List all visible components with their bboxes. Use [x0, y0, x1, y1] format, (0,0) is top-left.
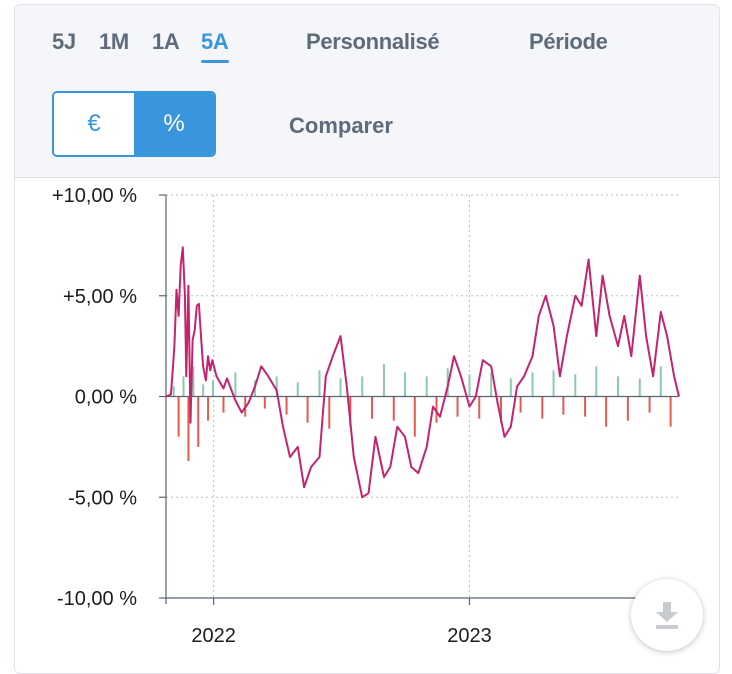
variation-bar [595, 366, 598, 397]
variation-bar [468, 374, 471, 397]
variation-bar [371, 396, 374, 419]
y-tick-label: +10,00 % [52, 185, 137, 207]
variation-bar [349, 396, 352, 427]
variation-bar [339, 378, 342, 397]
variation-bar [392, 396, 395, 421]
variation-bar [172, 386, 175, 397]
variation-bar [519, 396, 522, 413]
variation-bar [318, 370, 321, 397]
variation-bar [638, 378, 641, 397]
variation-bar [222, 396, 225, 413]
variation-bar [234, 372, 237, 397]
period-button[interactable]: Période [529, 29, 608, 54]
x-axis-labels: 2022 2023 [191, 625, 491, 647]
variation-bar [617, 376, 620, 397]
chart-card: 5J 1M 1A 5A Personnalisé Période € % Com… [14, 4, 720, 674]
variation-bar [574, 374, 577, 397]
variation-bar [499, 396, 502, 423]
variation-bar [659, 366, 662, 397]
range-1a-button[interactable]: 1A [152, 29, 180, 54]
variation-bar [478, 396, 481, 419]
variation-bar [361, 376, 364, 397]
variation-bar [207, 396, 210, 421]
download-button[interactable] [631, 579, 703, 651]
variation-bar [187, 396, 190, 461]
performance-line [165, 246, 680, 499]
variation-bar [328, 396, 331, 429]
variation-bar [552, 370, 555, 397]
variation-bar [306, 396, 309, 423]
compare-button[interactable]: Comparer [289, 113, 393, 138]
chart-axes [159, 194, 679, 605]
variation-bar [562, 396, 565, 415]
variation-bar [177, 396, 180, 437]
variation-bar [413, 396, 416, 437]
variation-bar [211, 380, 214, 397]
variation-bar [435, 396, 438, 423]
x-tick-label: 2023 [447, 625, 492, 647]
variation-bar [403, 372, 406, 397]
range-5j-button[interactable]: 5J [52, 29, 76, 54]
y-tick-label: +5,00 % [63, 286, 137, 308]
variation-bar [263, 396, 266, 409]
variation-bar [202, 384, 205, 397]
custom-range-button[interactable]: Personnalisé [306, 29, 440, 54]
variation-bar [382, 364, 385, 397]
performance-chart: +10,00 % +5,00 % 0,00 % -5,00 % -10,00 % 202… [52, 185, 680, 647]
variation-bar [531, 372, 534, 397]
variation-bar [490, 372, 493, 397]
variation-bar [456, 396, 459, 417]
download-icon [656, 602, 678, 629]
range-1m-button[interactable]: 1M [99, 29, 129, 54]
variation-bar [296, 382, 299, 397]
daily-variation-bars [172, 364, 672, 461]
y-axis-labels: +10,00 % +5,00 % 0,00 % -5,00 % -10,00 % [52, 185, 137, 610]
x-tick-label: 2022 [191, 625, 236, 647]
range-5a-button[interactable]: 5A [201, 29, 229, 63]
variation-bar [192, 366, 195, 397]
variation-bar [648, 396, 651, 413]
y-tick-label: -5,00 % [68, 487, 137, 509]
unit-toggle: € % [52, 91, 216, 157]
variation-bar [509, 378, 512, 397]
euro-toggle-button[interactable]: € [54, 93, 134, 155]
variation-bar [669, 396, 672, 427]
chart-toolbar: 5J 1M 1A 5A Personnalisé Période € % Com… [15, 5, 719, 178]
variation-bar [605, 396, 608, 427]
y-tick-label: 0,00 % [75, 387, 137, 409]
variation-bar [541, 396, 544, 419]
y-tick-label: -10,00 % [57, 588, 137, 610]
variation-bar [182, 376, 185, 397]
percent-toggle-button[interactable]: % [134, 93, 214, 155]
variation-bar [584, 396, 587, 417]
variation-bar [275, 376, 278, 397]
variation-bar [626, 396, 629, 421]
variation-bar [425, 376, 428, 397]
variation-bar [285, 396, 288, 415]
variation-bar [197, 396, 200, 447]
